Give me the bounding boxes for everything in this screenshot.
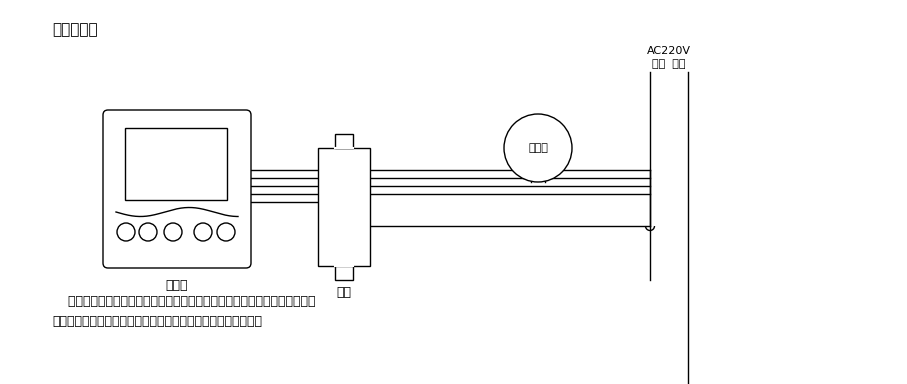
Text: 电动阀: 电动阀 — [528, 143, 548, 153]
Circle shape — [164, 223, 182, 241]
Text: 接错线将可能损坏温控器，请勿带电接线，电路接线应由专业人员按照图示: 接错线将可能损坏温控器，请勿带电接线，电路接线应由专业人员按照图示 — [52, 295, 316, 308]
Circle shape — [217, 223, 235, 241]
Text: 温控器: 温控器 — [166, 279, 189, 292]
Text: 零线  火线: 零线 火线 — [652, 59, 686, 69]
Text: 和说明操作。电源的接线方式请参照电源上的接线图正确安装。: 和说明操作。电源的接线方式请参照电源上的接线图正确安装。 — [52, 315, 262, 328]
FancyBboxPatch shape — [103, 110, 251, 268]
Text: 电源: 电源 — [336, 286, 352, 299]
Circle shape — [117, 223, 135, 241]
Circle shape — [139, 223, 157, 241]
Polygon shape — [335, 134, 353, 148]
Text: AC220V: AC220V — [647, 46, 691, 56]
Circle shape — [194, 223, 212, 241]
Text: 电气接线图: 电气接线图 — [52, 22, 98, 37]
Polygon shape — [335, 266, 353, 280]
Bar — [318, 148, 370, 266]
Circle shape — [504, 114, 572, 182]
Bar — [125, 128, 227, 200]
